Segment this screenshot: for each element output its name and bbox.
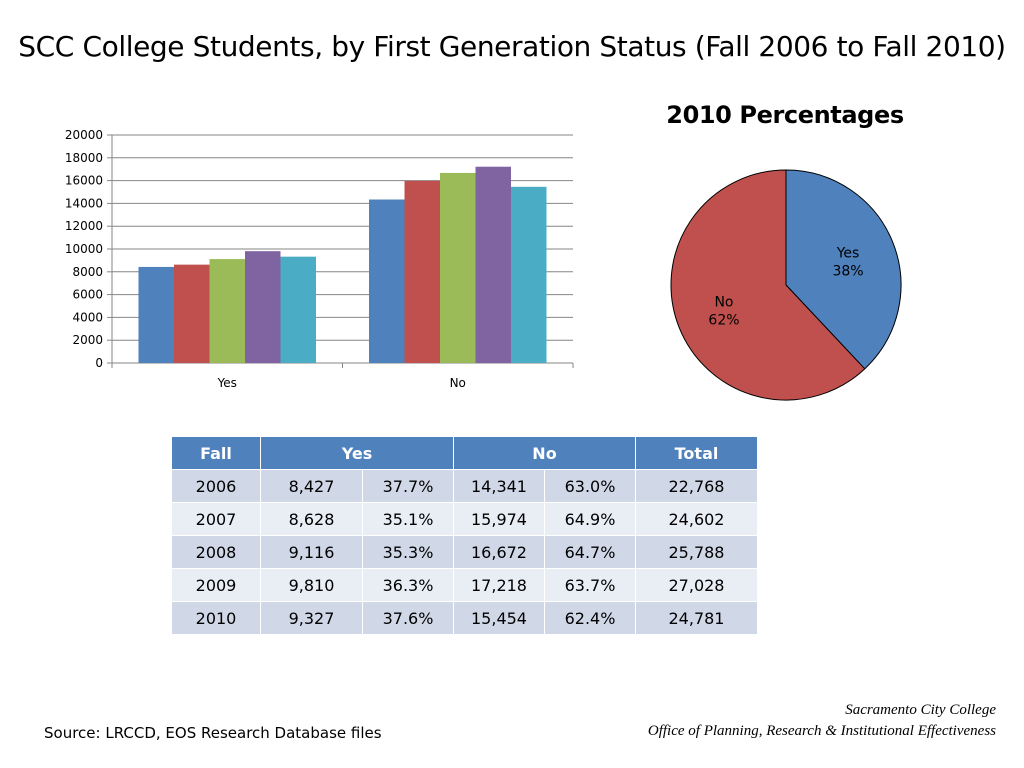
table-row: 2009 9,810 36.3% 17,218 63.7% 27,028 bbox=[171, 568, 758, 602]
table-row: 2007 8,628 35.1% 15,974 64.9% 24,602 bbox=[171, 502, 758, 536]
y-tick-label: 10000 bbox=[65, 242, 103, 256]
pie-slice-no bbox=[670, 169, 866, 401]
x-category-label: Yes bbox=[217, 376, 237, 390]
x-category-label: No bbox=[450, 376, 466, 390]
bar-no-3 bbox=[440, 172, 476, 363]
cell-yes-count: 9,327 bbox=[260, 601, 363, 635]
bar-no-5 bbox=[511, 186, 547, 363]
cell-total: 27,028 bbox=[635, 568, 758, 602]
cell-no-percent: 64.7% bbox=[544, 535, 636, 569]
slide-title: SCC College Students, by First Generatio… bbox=[18, 30, 1006, 63]
cell-yes-percent: 37.7% bbox=[362, 469, 454, 503]
source-note: Source: LRCCD, EOS Research Database fil… bbox=[44, 724, 382, 742]
table-row: 2006 8,427 37.7% 14,341 63.0% 22,768 bbox=[171, 469, 758, 503]
bar-yes-4 bbox=[245, 251, 281, 363]
cell-no-count: 15,454 bbox=[453, 601, 545, 635]
pie-slice-yes bbox=[785, 169, 902, 370]
bar-yes-2 bbox=[174, 264, 210, 363]
cell-yes-count: 9,116 bbox=[260, 535, 363, 569]
enrollment-table: Fall Yes No Total 2006 8,427 37.7% 14,34… bbox=[171, 436, 758, 635]
y-tick-label: 20000 bbox=[65, 128, 103, 142]
table-row: 2010 9,327 37.6% 15,454 62.4% 24,781 bbox=[171, 601, 758, 635]
bar-yes-5 bbox=[280, 256, 316, 363]
header-total: Total bbox=[635, 436, 758, 470]
y-tick-label: 12000 bbox=[65, 219, 103, 233]
cell-yes-percent: 35.1% bbox=[362, 502, 454, 536]
cell-yes-count: 8,427 bbox=[260, 469, 363, 503]
org-name: Sacramento City College bbox=[845, 702, 996, 718]
y-tick-label: 14000 bbox=[65, 196, 103, 210]
cell-fall: 2008 bbox=[171, 535, 261, 569]
cell-fall: 2009 bbox=[171, 568, 261, 602]
y-tick-label: 8000 bbox=[72, 265, 103, 279]
bar-yes-1 bbox=[138, 266, 174, 363]
cell-fall: 2010 bbox=[171, 601, 261, 635]
bar-no-1 bbox=[369, 199, 405, 363]
y-tick-label: 0 bbox=[95, 356, 103, 370]
cell-fall: 2006 bbox=[171, 469, 261, 503]
pie-chart-title: 2010 Percentages bbox=[666, 101, 904, 129]
y-tick-label: 2000 bbox=[72, 333, 103, 347]
cell-no-count: 15,974 bbox=[453, 502, 545, 536]
bar-chart: 0 2000 4000 6000 8000 10000 12000 14000 16000 180… bbox=[65, 128, 574, 390]
cell-yes-count: 8,628 bbox=[260, 502, 363, 536]
pie-label-category: No bbox=[714, 295, 733, 311]
organization-credit: Sacramento City College Office of Planni… bbox=[648, 700, 996, 742]
pie-label-percent: 62% bbox=[708, 313, 739, 329]
cell-fall: 2007 bbox=[171, 502, 261, 536]
cell-no-percent: 63.7% bbox=[544, 568, 636, 602]
cell-no-percent: 62.4% bbox=[544, 601, 636, 635]
cell-yes-percent: 36.3% bbox=[362, 568, 454, 602]
y-tick-label: 18000 bbox=[65, 151, 103, 165]
cell-yes-count: 9,810 bbox=[260, 568, 363, 602]
pie-chart: Yes 38% No 62% bbox=[670, 169, 902, 401]
bar-yes-3 bbox=[209, 259, 245, 363]
org-office: Office of Planning, Research & Instituti… bbox=[647, 723, 996, 739]
cell-total: 24,781 bbox=[635, 601, 758, 635]
cell-yes-percent: 35.3% bbox=[362, 535, 454, 569]
cell-no-count: 17,218 bbox=[453, 568, 545, 602]
pie-label-percent: 38% bbox=[832, 263, 863, 279]
cell-yes-percent: 37.6% bbox=[362, 601, 454, 635]
header-no: No bbox=[453, 436, 636, 470]
bar-no-2 bbox=[404, 180, 440, 363]
cell-total: 24,602 bbox=[635, 502, 758, 536]
cell-total: 22,768 bbox=[635, 469, 758, 503]
cell-no-percent: 63.0% bbox=[544, 469, 636, 503]
cell-no-count: 14,341 bbox=[453, 469, 545, 503]
cell-no-count: 16,672 bbox=[453, 535, 545, 569]
y-tick-label: 16000 bbox=[65, 174, 103, 188]
header-yes: Yes bbox=[260, 436, 454, 470]
cell-total: 25,788 bbox=[635, 535, 758, 569]
table-row: 2008 9,116 35.3% 16,672 64.7% 25,788 bbox=[171, 535, 758, 569]
pie-label-category: Yes bbox=[836, 245, 860, 261]
y-tick-label: 6000 bbox=[72, 288, 103, 302]
bar-no-4 bbox=[475, 166, 511, 363]
table-header-row: Fall Yes No Total bbox=[171, 436, 758, 470]
cell-no-percent: 64.9% bbox=[544, 502, 636, 536]
y-tick-label: 4000 bbox=[72, 310, 103, 324]
header-fall: Fall bbox=[171, 436, 261, 470]
